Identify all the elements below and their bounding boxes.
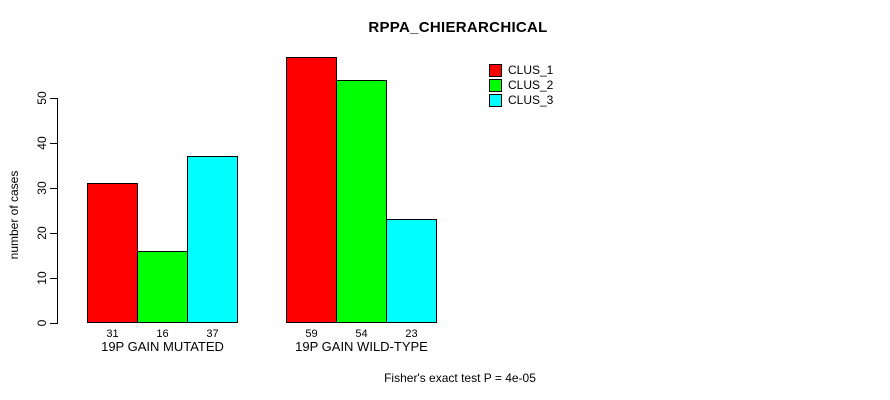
y-axis-tick — [50, 278, 57, 279]
bar-value-label: 59 — [305, 328, 318, 340]
bar-clus_2-group1 — [137, 251, 188, 323]
legend-swatch-clus_1 — [489, 64, 502, 77]
y-tick-label: 20 — [35, 226, 49, 240]
chart-title: RPPA_CHIERARCHICAL — [368, 19, 548, 36]
legend-item-clus_3: CLUS_3 — [489, 94, 553, 107]
bar-value-label: 23 — [405, 328, 418, 340]
bar-clus_3-group2 — [386, 219, 437, 323]
bar-clus_2-group2 — [336, 80, 387, 323]
legend-label: CLUS_2 — [508, 78, 554, 92]
y-axis-tick — [50, 233, 57, 234]
legend-swatch-clus_3 — [489, 94, 502, 107]
y-tick-label: 50 — [35, 91, 49, 105]
bar-value-label: 16 — [156, 328, 169, 340]
y-tick-label: 30 — [35, 181, 49, 195]
bar-value-label: 37 — [206, 328, 219, 340]
y-tick-label: 10 — [35, 271, 49, 285]
annotation-text: Fisher's exact test P = 4e-05 — [384, 371, 536, 385]
y-axis-label: number of cases — [7, 170, 21, 260]
y-axis-tick — [50, 323, 57, 324]
bar-value-label: 31 — [106, 328, 119, 340]
legend-item-clus_1: CLUS_1 — [489, 64, 553, 77]
category-label: 19P GAIN MUTATED — [101, 339, 224, 354]
legend-swatch-clus_2 — [489, 79, 502, 92]
bar-clus_1-group1 — [87, 183, 138, 323]
legend: CLUS_1 CLUS_2 CLUS_3 — [489, 64, 553, 107]
y-axis-tick — [50, 188, 57, 189]
legend-item-clus_2: CLUS_2 — [489, 79, 553, 92]
bar-clus_3-group1 — [187, 156, 238, 323]
y-axis-tick — [50, 98, 57, 99]
bar-value-label: 54 — [355, 328, 368, 340]
y-tick-label: 40 — [35, 136, 49, 150]
category-label: 19P GAIN WILD-TYPE — [295, 339, 428, 354]
legend-label: CLUS_1 — [508, 63, 554, 77]
bar-clus_1-group2 — [286, 57, 337, 323]
y-axis-tick — [50, 143, 57, 144]
legend-label: CLUS_3 — [508, 93, 554, 107]
y-tick-label: 0 — [35, 319, 49, 327]
y-axis-line — [57, 98, 58, 324]
